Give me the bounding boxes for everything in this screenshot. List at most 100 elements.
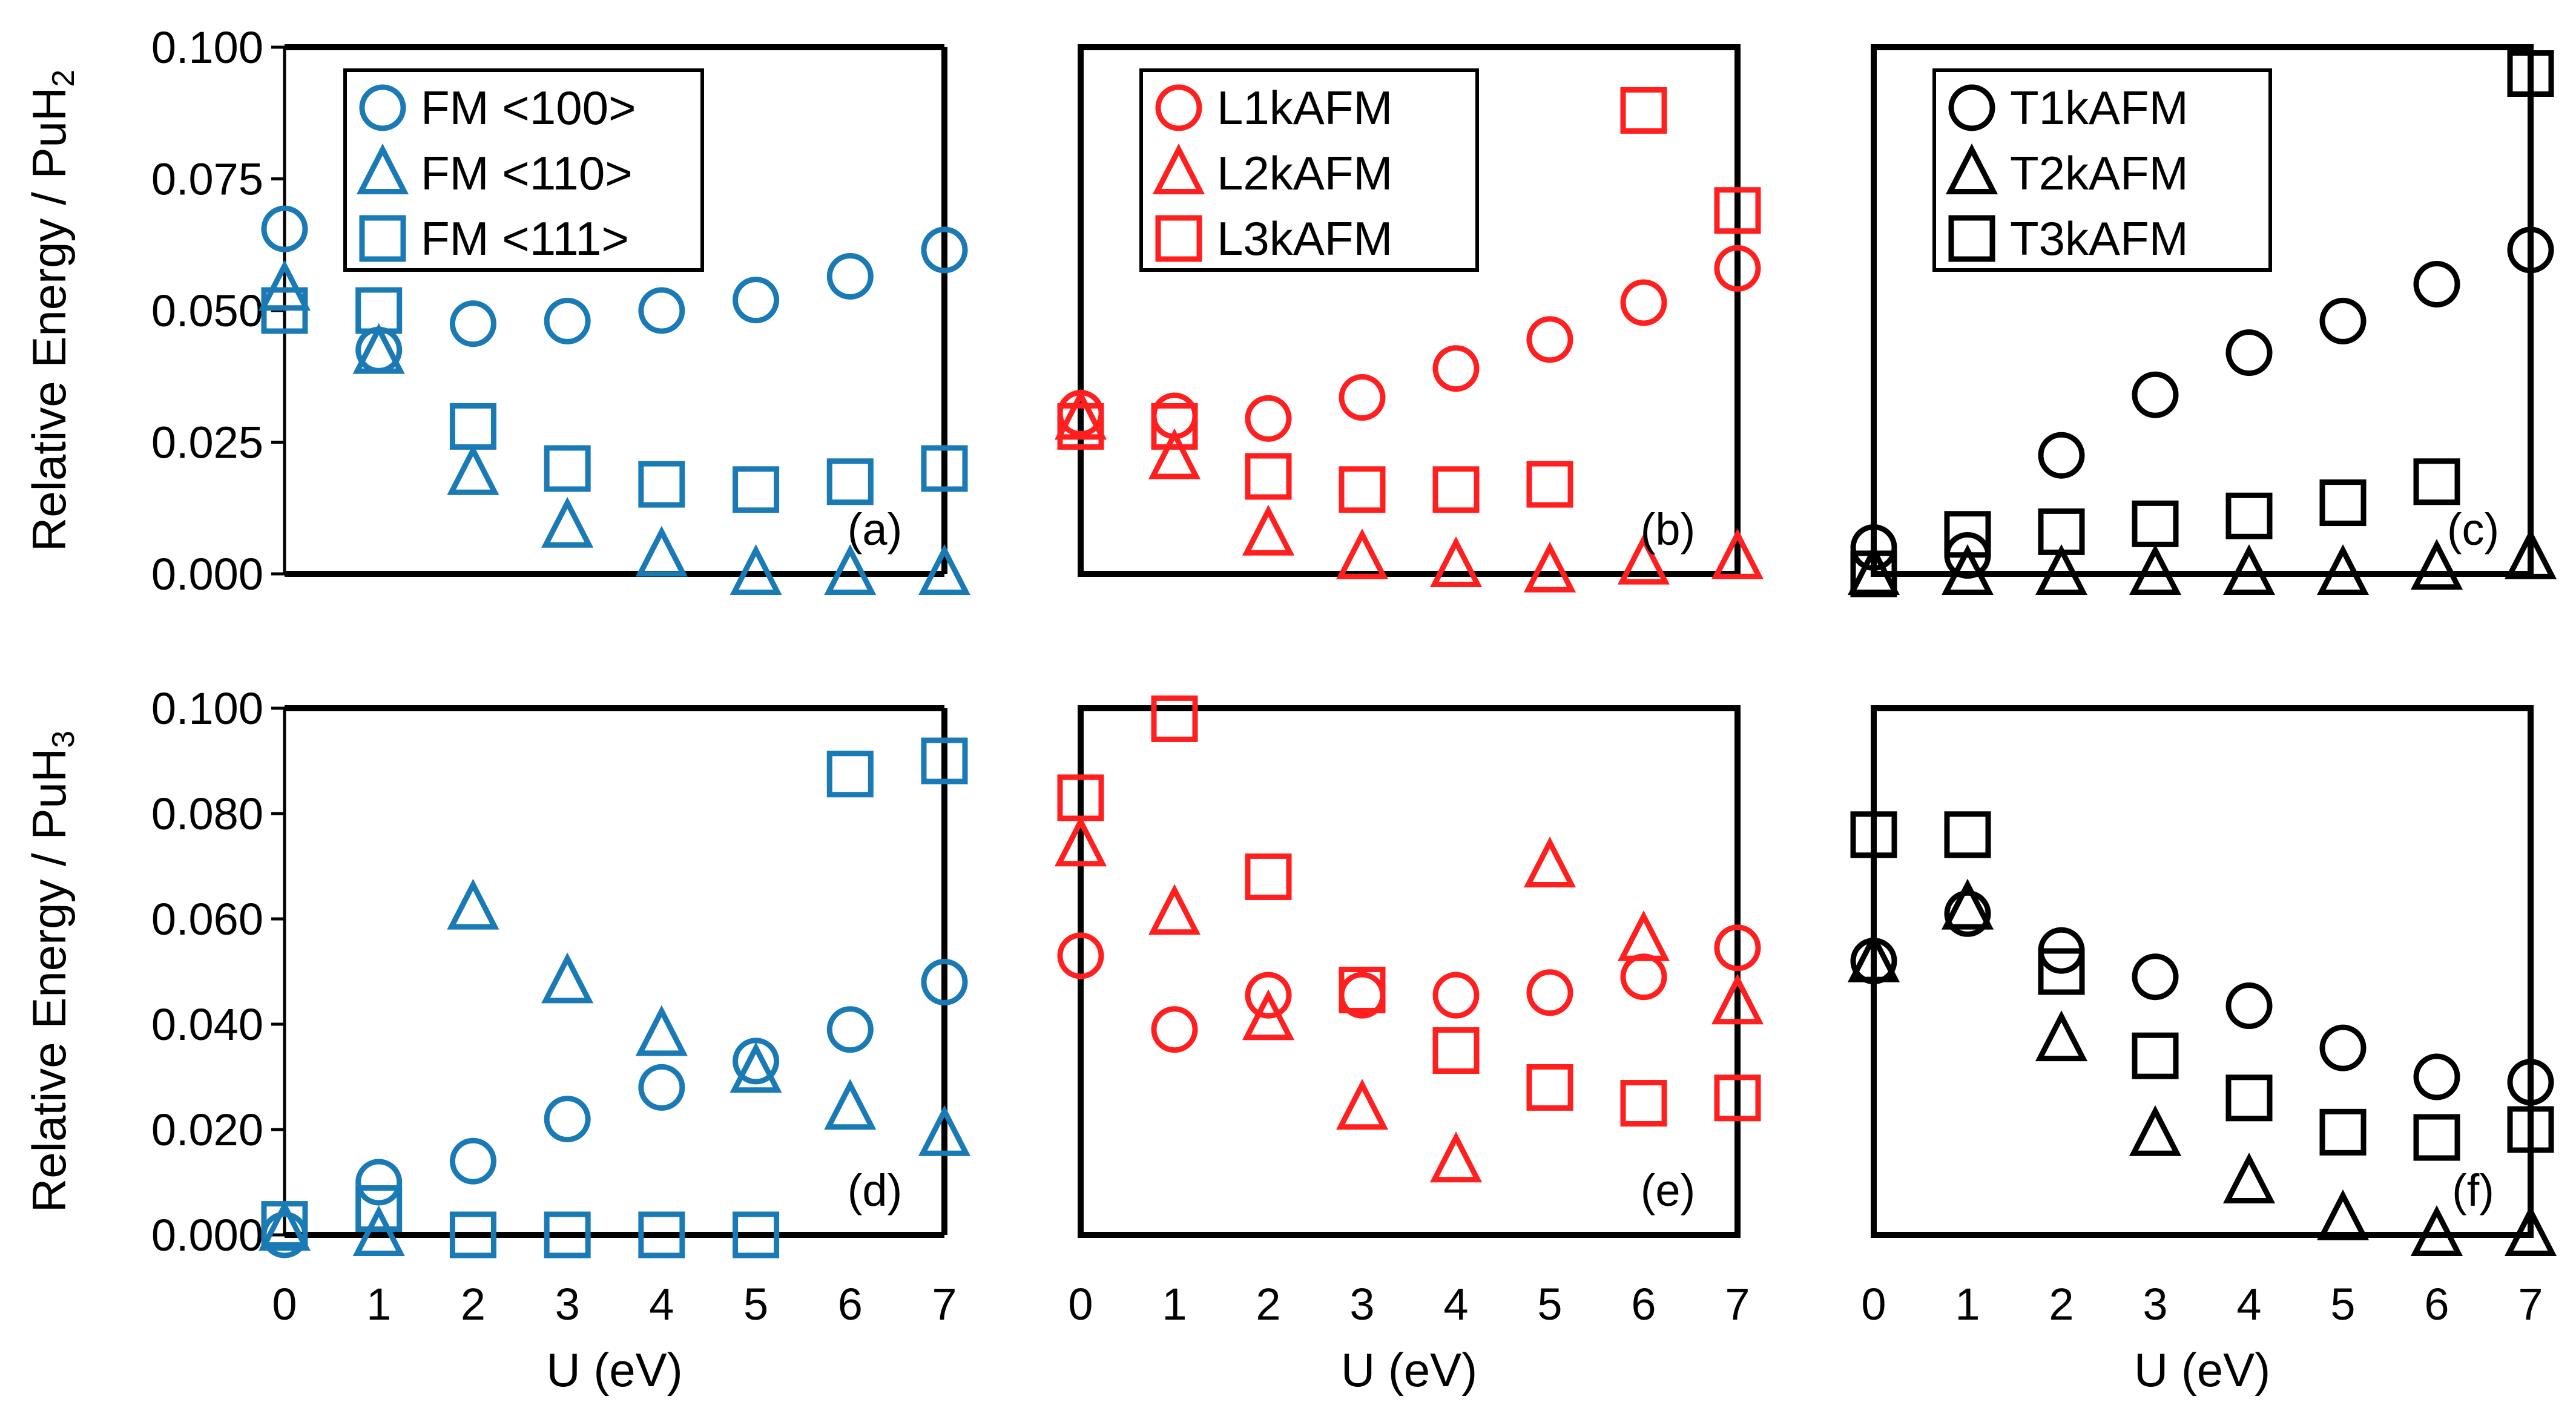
- data-point-square: [638, 461, 685, 508]
- legend-label: L2kAFM: [1217, 146, 1392, 200]
- legend-marker-circle: [359, 84, 406, 131]
- series-circle: [1057, 924, 1761, 1053]
- panel-label: (a): [848, 504, 902, 554]
- data-point-square: [1245, 453, 1292, 500]
- x-tick-label: 2: [1256, 1279, 1280, 1329]
- panel-d: 0.000 0.020 0.040 0.060 0.080 0.100 0 1 2 3 4 5 6 7 U …: [151, 683, 971, 1396]
- data-point-triangle: [918, 544, 971, 595]
- legend: T1kAFM T2kAFM T3kAFM: [1932, 68, 2272, 272]
- data-point-square: [921, 737, 968, 785]
- data-point-square: [261, 287, 308, 334]
- legend-marker-triangle: [1945, 143, 1998, 194]
- data-point-circle: [2413, 1053, 2460, 1100]
- data-point-square: [449, 403, 496, 450]
- data-point-square: [1526, 461, 1573, 508]
- data-point-circle: [638, 287, 685, 334]
- data-point-square: [1620, 87, 1667, 134]
- x-tick-label: 4: [2236, 1279, 2261, 1329]
- data-point-triangle: [447, 444, 499, 495]
- series-square: [261, 737, 968, 1258]
- data-point-square: [2413, 1114, 2460, 1161]
- data-point-square: [1151, 403, 1198, 450]
- data-point-square: [2413, 458, 2460, 505]
- data-point-circle: [1944, 890, 1991, 937]
- data-point-circle: [1151, 1006, 1198, 1053]
- data-point-triangle: [258, 1200, 311, 1251]
- data-point-circle: [261, 205, 308, 252]
- panel-label: (f): [2452, 1165, 2494, 1216]
- panel-label: (e): [1641, 1165, 1695, 1216]
- data-point-circle: [1339, 374, 1386, 421]
- data-point-triangle: [1617, 533, 1670, 585]
- series-triangle: [1847, 878, 2557, 1256]
- data-point-triangle: [541, 952, 594, 1004]
- data-point-square: [1714, 1074, 1761, 1122]
- data-point-circle: [2319, 1024, 2367, 1071]
- data-point-triangle: [1617, 910, 1670, 961]
- data-point-triangle: [824, 1079, 877, 1130]
- data-point-square: [733, 1211, 780, 1258]
- series-square: [1850, 50, 2554, 597]
- data-point-circle: [2225, 982, 2273, 1030]
- panel-frame: [1871, 44, 2534, 577]
- legend-marker-square: [359, 215, 406, 262]
- data-point-circle: [355, 326, 403, 373]
- x-tick-label: 7: [2518, 1279, 2543, 1329]
- data-point-triangle: [352, 323, 405, 374]
- panel-label: (d): [848, 1165, 902, 1216]
- x-axis-title: U (eV): [2134, 1343, 2270, 1396]
- data-point-triangle: [1523, 541, 1576, 593]
- data-point-square: [2038, 948, 2085, 995]
- series-square: [261, 287, 968, 513]
- data-point-triangle: [635, 1005, 688, 1056]
- x-tick-label: 5: [1537, 1279, 1562, 1329]
- data-point-square: [826, 458, 874, 505]
- x-tick-label: 2: [461, 1279, 486, 1329]
- y-tick-label: 0.025: [151, 418, 263, 468]
- y-tick-label: 0.100: [151, 683, 263, 734]
- x-tick-label: 5: [743, 1279, 768, 1329]
- x-tick-label: 0: [272, 1279, 297, 1329]
- data-point-triangle: [541, 496, 594, 548]
- data-point-circle: [449, 300, 496, 347]
- x-tick-label: 1: [1162, 1279, 1187, 1329]
- data-point-triangle: [824, 544, 877, 595]
- data-point-square: [2319, 1108, 2367, 1156]
- y-tick-label: 0.050: [151, 286, 263, 336]
- legend: FM <100> FM <110> FM <111>: [343, 68, 704, 272]
- data-point-triangle: [1054, 815, 1107, 867]
- data-point-circle: [449, 1137, 496, 1185]
- data-point-triangle: [2222, 544, 2276, 595]
- legend-label: T2kAFM: [2010, 146, 2189, 200]
- data-point-triangle: [1711, 973, 1764, 1025]
- x-tick-label: 6: [2424, 1279, 2449, 1329]
- y-axis-title-subscript: 3: [46, 731, 81, 748]
- legend-marker-circle: [1155, 84, 1202, 131]
- data-point-triangle: [635, 525, 688, 577]
- data-point-square: [2038, 508, 2085, 555]
- x-tick-label: 4: [1443, 1279, 1468, 1329]
- data-point-triangle: [1847, 931, 1900, 982]
- data-point-triangle: [2129, 544, 2182, 595]
- data-point-triangle: [2316, 1189, 2370, 1240]
- data-point-square: [355, 1185, 403, 1232]
- data-point-square: [1151, 695, 1198, 742]
- data-point-triangle: [1336, 1079, 1389, 1130]
- series-triangle: [1054, 815, 1764, 1183]
- data-point-circle: [2507, 226, 2554, 274]
- data-point-square: [2225, 492, 2273, 539]
- x-tick-label: 3: [555, 1279, 580, 1329]
- data-point-circle: [638, 1064, 685, 1111]
- y-axis-title-text: Relative Energy / PuH: [22, 748, 76, 1212]
- x-tick-label: 0: [1861, 1279, 1886, 1329]
- data-point-circle: [1850, 524, 1897, 571]
- data-point-square: [733, 466, 780, 513]
- data-point-circle: [2132, 953, 2179, 1001]
- data-point-circle: [1526, 316, 1573, 363]
- data-point-square: [2507, 1106, 2554, 1153]
- legend-marker-triangle: [1152, 143, 1205, 194]
- data-point-triangle: [1336, 528, 1389, 579]
- data-point-square: [1339, 966, 1386, 1013]
- x-tick-label: 6: [838, 1279, 863, 1329]
- data-point-triangle: [1148, 428, 1201, 479]
